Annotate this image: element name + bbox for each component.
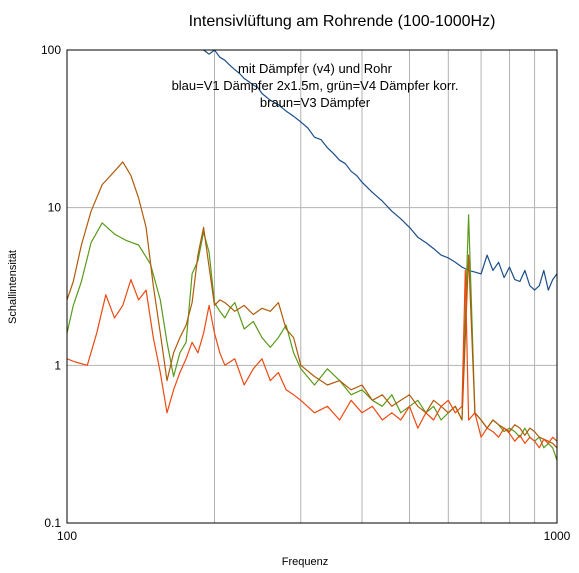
plot-area bbox=[66, 49, 558, 524]
series-line bbox=[203, 49, 558, 291]
y-tick-label: 1 bbox=[54, 358, 61, 372]
y-axis-label: Schallintensität bbox=[7, 250, 19, 324]
x-tick-label: 1000 bbox=[544, 529, 571, 543]
grid bbox=[66, 49, 558, 524]
y-tick-label: 10 bbox=[48, 201, 62, 215]
chart-title: Intensivlüftung am Rohrende (100-1000Hz) bbox=[189, 13, 496, 30]
series-line bbox=[66, 161, 558, 449]
y-tick-label: 100 bbox=[41, 43, 61, 57]
x-axis-label: Frequenz bbox=[282, 556, 328, 568]
annotation-line-1: mit Dämpfer (v4) und Rohr bbox=[238, 61, 393, 76]
series-group bbox=[66, 49, 558, 461]
x-tick-label: 100 bbox=[57, 529, 77, 543]
y-tick-label: 0.1 bbox=[44, 516, 61, 530]
tick-labels: 100 1000 100 10 1 0.1 bbox=[41, 43, 571, 543]
series-line bbox=[66, 214, 558, 461]
series-line bbox=[66, 269, 558, 449]
annotation-line-3: braun=V3 Dämpfer bbox=[260, 95, 371, 110]
annotation-line-2: blau=V1 Dämpfer 2x1.5m, grün=V4 Dämpfer … bbox=[172, 78, 459, 93]
